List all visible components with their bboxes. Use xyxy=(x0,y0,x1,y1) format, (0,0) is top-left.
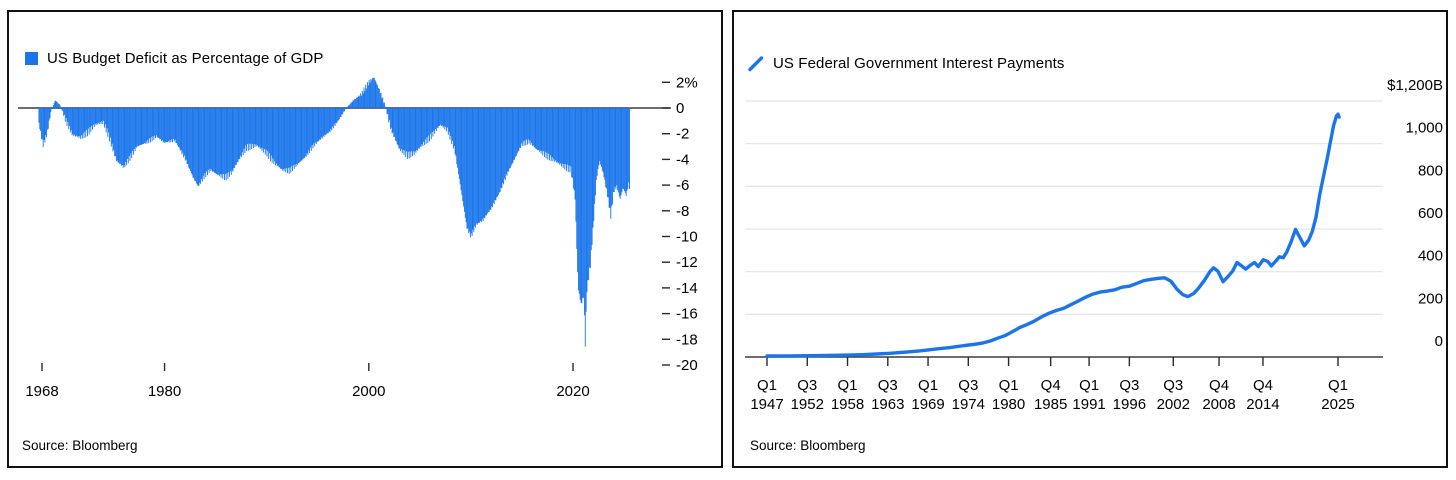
x-tick-label: 2020 xyxy=(556,383,589,400)
y-tick-label: -2 xyxy=(676,126,689,143)
deficit-bars xyxy=(38,77,630,347)
x-tick-year-label: 1980 xyxy=(992,396,1025,413)
y-tick-label: 400 xyxy=(1418,248,1443,265)
x-tick-year-label: 1958 xyxy=(831,396,864,413)
x-tick-year-label: 1969 xyxy=(911,396,944,413)
deficit-legend: US Budget Deficit as Percentage of GDP xyxy=(25,50,323,67)
x-tick-quarter-label: Q1 xyxy=(1079,377,1099,394)
interest-chart-canvas: $1,200B 1,000 800 600 400 200 0 Q1 1947 Q3 1952 Q1 1… xyxy=(745,77,1443,413)
y-tick-label: -12 xyxy=(676,254,698,271)
x-tick-year-label: 1952 xyxy=(791,396,824,413)
interest-legend: US Federal Government Interest Payments xyxy=(748,55,1065,72)
y-tick-label: $1,200B xyxy=(1387,77,1443,94)
x-tick-quarter-label: Q3 xyxy=(958,377,978,394)
x-tick-quarter-label: Q1 xyxy=(1328,377,1348,394)
interest-chart-panel: $1,200B 1,000 800 600 400 200 0 Q1 1947 Q3 1952 Q1 1… xyxy=(732,10,1448,468)
y-tick-label: -16 xyxy=(676,306,698,323)
x-tick-quarter-label: Q1 xyxy=(918,377,938,394)
source-label: Source: Bloomberg xyxy=(22,438,138,453)
x-tick-quarter-label: Q3 xyxy=(797,377,817,394)
y-tick-label: 0 xyxy=(1435,333,1443,350)
x-tick-year-label: 2014 xyxy=(1246,396,1279,413)
x-tick-quarter-label: Q1 xyxy=(757,377,777,394)
x-tick-year-label: 2025 xyxy=(1321,396,1354,413)
y-tick-label: 1,000 xyxy=(1405,120,1443,137)
y-tick-label: 600 xyxy=(1418,205,1443,222)
x-tick-year-label: 1947 xyxy=(750,396,783,413)
y-tick-label: -8 xyxy=(676,203,689,220)
deficit-chart-canvas: 2% 0 -2 -4 -6 -8 -10 -12 -14 -16 -18 -20 1968 1980 200… xyxy=(18,74,698,400)
legend-square-icon xyxy=(25,52,38,65)
y-tick-label: -6 xyxy=(676,177,689,194)
x-tick-quarter-label: Q4 xyxy=(1253,377,1273,394)
x-tick-label: 1980 xyxy=(148,383,181,400)
x-tick-year-label: 2008 xyxy=(1202,396,1235,413)
x-tick-quarter-label: Q4 xyxy=(1209,377,1229,394)
y-tick-label: 800 xyxy=(1418,162,1443,179)
source-label: Source: Bloomberg xyxy=(750,438,866,453)
y-tick-label: -18 xyxy=(676,331,698,348)
interest-payments-line xyxy=(765,112,1341,358)
deficit-chart-title: US Budget Deficit as Percentage of GDP xyxy=(47,50,324,67)
y-tick-label: -20 xyxy=(676,357,698,374)
x-tick-year-label: 1996 xyxy=(1113,396,1146,413)
x-tick-year-label: 1974 xyxy=(952,396,985,413)
x-tick-quarter-label: Q3 xyxy=(878,377,898,394)
x-tick-year-label: 2002 xyxy=(1157,396,1190,413)
y-tick-label: 2% xyxy=(676,74,698,91)
x-tick-quarter-label: Q4 xyxy=(1041,377,1061,394)
deficit-chart-panel: 2% 0 -2 -4 -6 -8 -10 -12 -14 -16 -18 -20 1968 1980 200… xyxy=(7,10,723,468)
x-tick-quarter-label: Q3 xyxy=(1119,377,1139,394)
y-tick-label: 0 xyxy=(676,100,684,117)
x-tick-quarter-label: Q3 xyxy=(1163,377,1183,394)
y-tick-label: -10 xyxy=(676,229,698,246)
x-tick-year-label: 1963 xyxy=(871,396,904,413)
y-tick-label: -4 xyxy=(676,151,689,168)
x-tick-label: 1968 xyxy=(25,383,58,400)
x-tick-year-label: 1985 xyxy=(1034,396,1067,413)
x-tick-quarter-label: Q1 xyxy=(999,377,1019,394)
legend-slash-icon xyxy=(748,55,764,72)
y-tick-label: -14 xyxy=(676,280,698,297)
interest-chart-title: US Federal Government Interest Payments xyxy=(773,55,1065,72)
x-tick-label: 2000 xyxy=(352,383,385,400)
x-tick-quarter-label: Q1 xyxy=(838,377,858,394)
x-tick-year-label: 1991 xyxy=(1072,396,1105,413)
y-tick-label: 200 xyxy=(1418,290,1443,307)
